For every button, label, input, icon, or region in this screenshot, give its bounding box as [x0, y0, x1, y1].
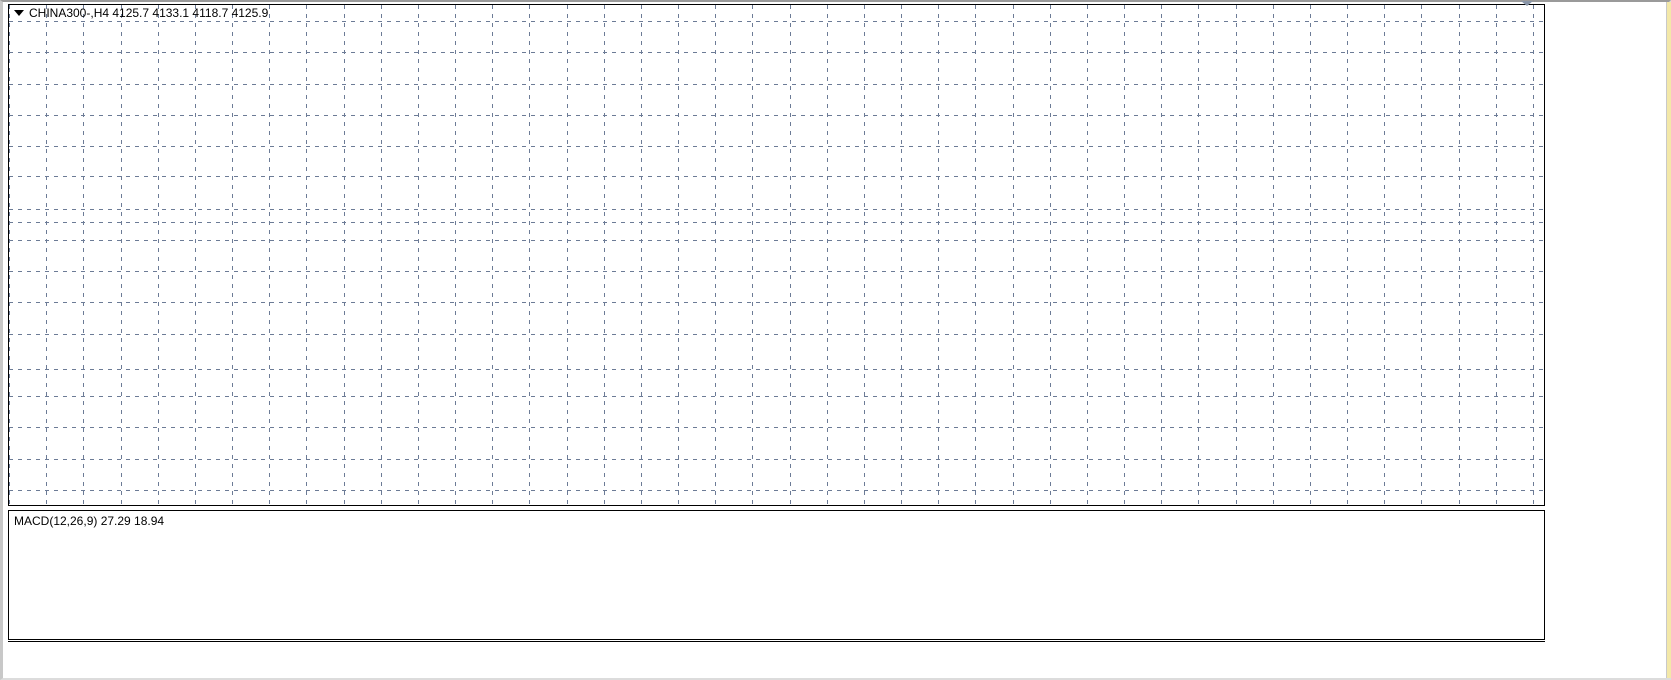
- price-grid: [9, 5, 1544, 505]
- caret-down-icon[interactable]: [1521, 1, 1533, 6]
- macd-grid: [9, 511, 1544, 639]
- chart-header: CHINA300-,H4 4125.7 4133.1 4118.7 4125.9: [14, 6, 268, 20]
- price-axis[interactable]: [1545, 4, 1671, 506]
- macd-series: [9, 511, 1544, 639]
- annotation-layer[interactable]: [9, 5, 1544, 505]
- macd-axis[interactable]: [1545, 510, 1671, 640]
- macd-pane[interactable]: MACD(12,26,9) 27.29 18.94: [8, 510, 1545, 640]
- macd-indicator-label: MACD(12,26,9) 27.29 18.94: [14, 514, 165, 528]
- vertical-scrollbar[interactable]: [1666, 2, 1671, 678]
- price-chart-pane[interactable]: [8, 4, 1545, 506]
- symbol-ohlc-label: CHINA300-,H4 4125.7 4133.1 4118.7 4125.9: [29, 6, 269, 20]
- time-axis[interactable]: [8, 641, 1545, 663]
- triangle-down-icon[interactable]: [14, 10, 24, 16]
- candlestick-series: [9, 5, 1544, 505]
